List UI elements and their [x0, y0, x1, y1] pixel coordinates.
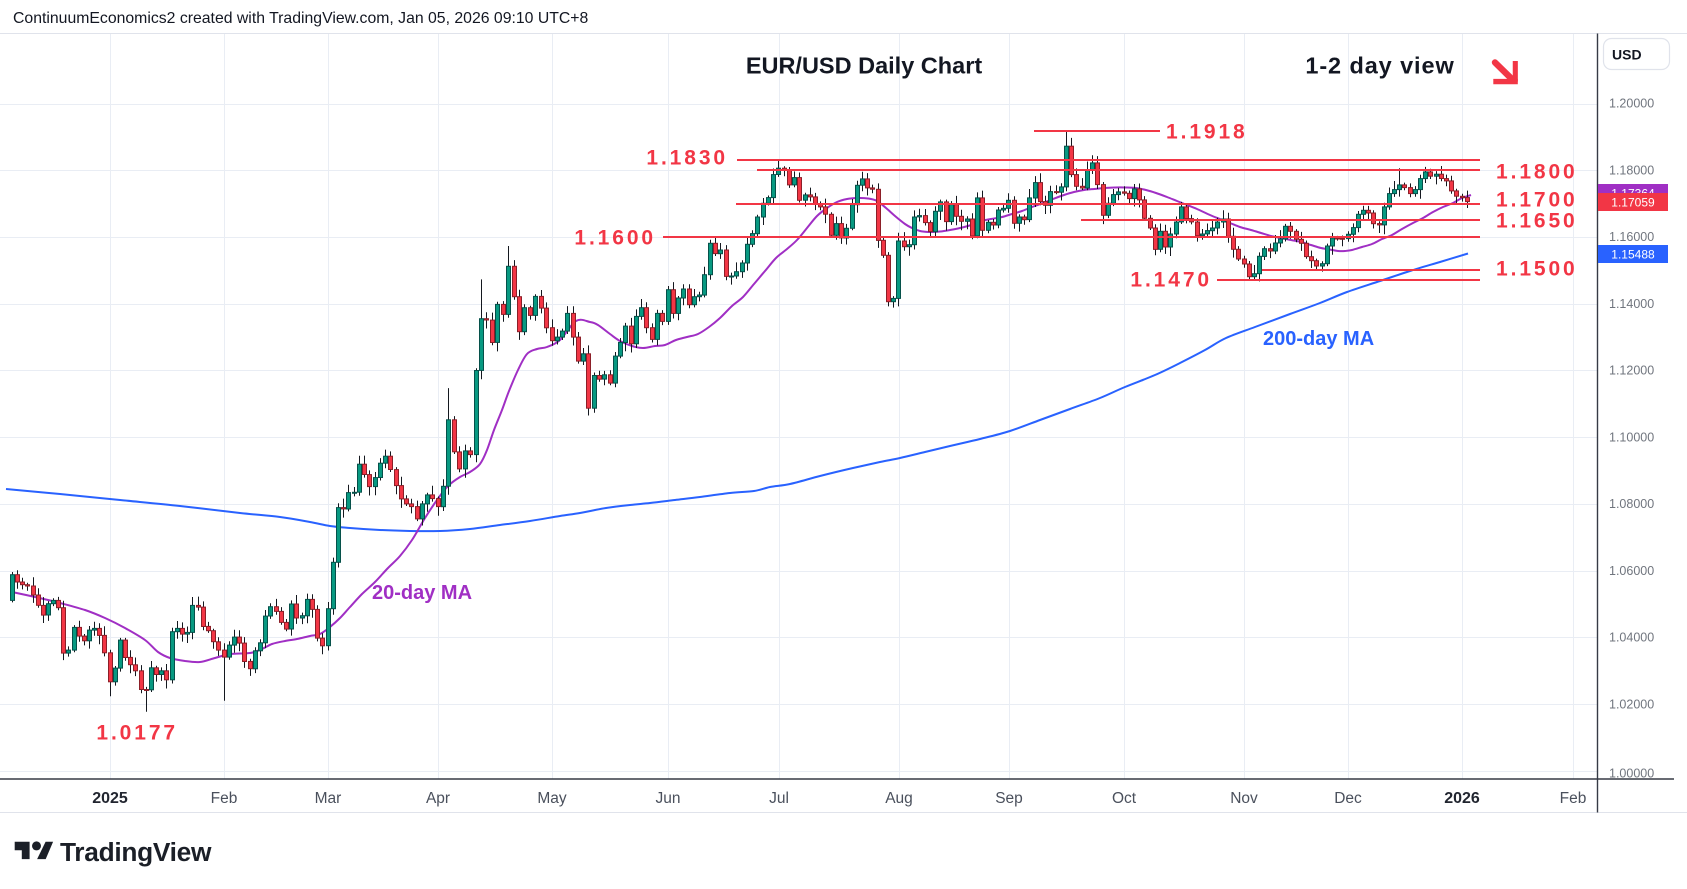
svg-text:1.14000: 1.14000: [1609, 297, 1654, 311]
svg-text:1.1650: 1.1650: [1496, 210, 1578, 233]
svg-text:Dec: Dec: [1334, 790, 1362, 807]
svg-text:1.17059: 1.17059: [1611, 196, 1655, 210]
svg-text:1.15488: 1.15488: [1611, 248, 1655, 262]
svg-text:ContinuumEconomics2 created wi: ContinuumEconomics2 created with Trading…: [13, 10, 589, 27]
svg-text:1.00000: 1.00000: [1609, 767, 1654, 781]
svg-text:1.04000: 1.04000: [1609, 631, 1654, 645]
svg-text:1.0177: 1.0177: [96, 722, 178, 745]
svg-text:1.1800: 1.1800: [1496, 161, 1578, 184]
svg-text:2025: 2025: [92, 790, 128, 807]
svg-text:USD: USD: [1612, 47, 1642, 63]
svg-text:1.1500: 1.1500: [1496, 258, 1578, 281]
svg-text:1.1600: 1.1600: [574, 227, 656, 250]
svg-text:1.1470: 1.1470: [1130, 269, 1212, 292]
svg-text:1-2 day view: 1-2 day view: [1305, 53, 1454, 79]
svg-text:1.18000: 1.18000: [1609, 163, 1654, 177]
svg-text:1.1700: 1.1700: [1496, 189, 1578, 212]
svg-text:1.02000: 1.02000: [1609, 697, 1654, 711]
svg-text:1.1830: 1.1830: [646, 147, 728, 170]
svg-text:Aug: Aug: [885, 790, 913, 807]
svg-text:Jun: Jun: [656, 790, 681, 807]
svg-text:Jul: Jul: [769, 790, 789, 807]
svg-text:TradingView: TradingView: [60, 837, 212, 867]
svg-text:May: May: [537, 790, 567, 807]
svg-text:Apr: Apr: [426, 790, 450, 807]
svg-text:Oct: Oct: [1112, 790, 1137, 807]
svg-text:20-day MA: 20-day MA: [372, 582, 472, 604]
svg-text:1.06000: 1.06000: [1609, 564, 1654, 578]
svg-text:1.08000: 1.08000: [1609, 497, 1654, 511]
svg-text:Feb: Feb: [211, 790, 238, 807]
svg-text:Feb: Feb: [1560, 790, 1587, 807]
svg-text:1.10000: 1.10000: [1609, 430, 1654, 444]
svg-text:2026: 2026: [1444, 790, 1480, 807]
svg-text:Mar: Mar: [315, 790, 342, 807]
svg-text:1.20000: 1.20000: [1609, 97, 1654, 111]
svg-text:200-day MA: 200-day MA: [1263, 328, 1374, 350]
svg-text:Nov: Nov: [1230, 790, 1258, 807]
svg-text:EUR/USD Daily Chart: EUR/USD Daily Chart: [746, 53, 983, 79]
svg-text:1.1918: 1.1918: [1166, 121, 1248, 144]
svg-text:1.16000: 1.16000: [1609, 230, 1654, 244]
svg-text:Sep: Sep: [995, 790, 1023, 807]
svg-text:1.12000: 1.12000: [1609, 364, 1654, 378]
